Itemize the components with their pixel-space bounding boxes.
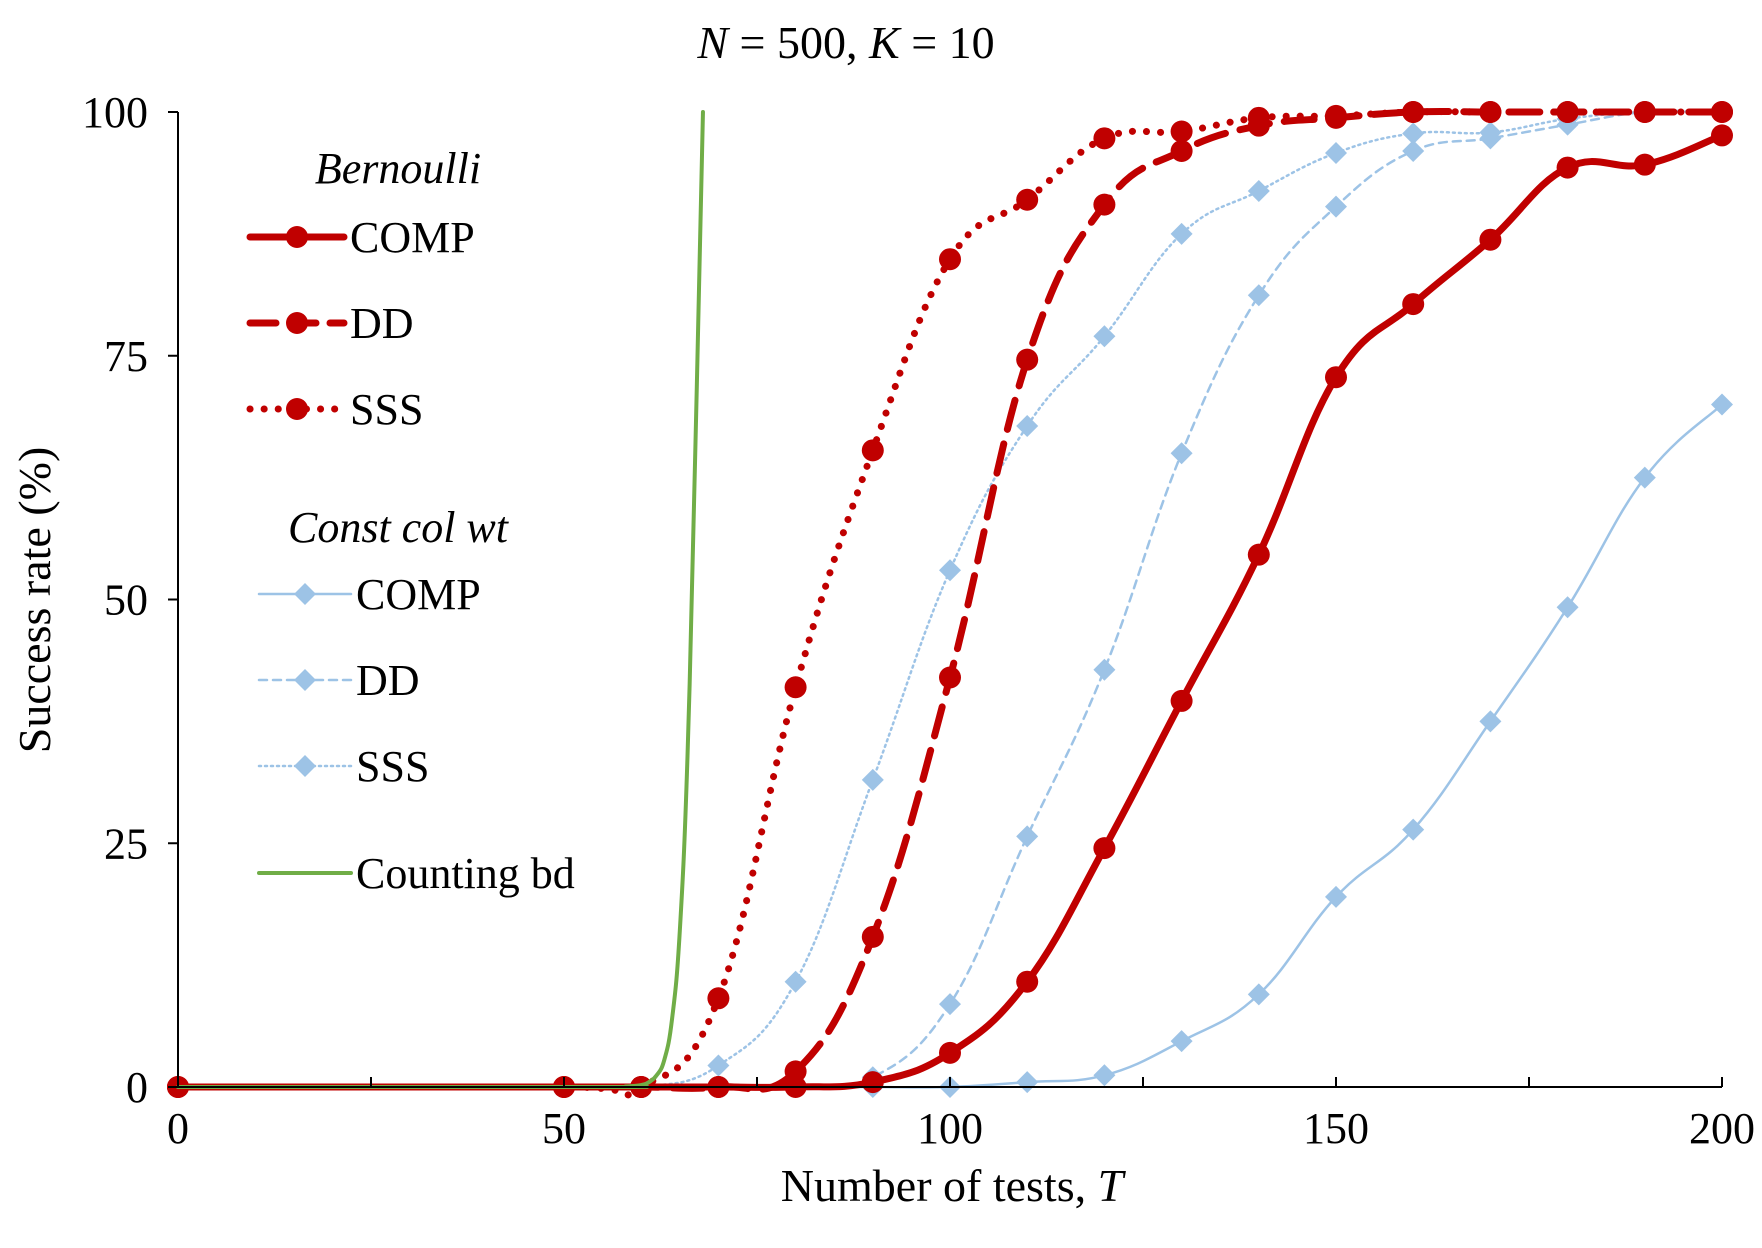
data-point-bernoulli-sss xyxy=(1325,104,1347,127)
data-point-bernoulli-sss xyxy=(1556,101,1579,123)
data-point-const-sss xyxy=(784,970,807,993)
data-point-bernoulli-dd xyxy=(784,1060,807,1083)
data-point-bernoulli-sss xyxy=(707,987,730,1010)
data-point-const-comp xyxy=(1093,1064,1116,1087)
data-point-const-sss xyxy=(1247,179,1270,202)
data-point-bernoulli-sss xyxy=(1711,101,1733,123)
data-point-bernoulli-sss xyxy=(1170,120,1193,143)
data-point-bernoulli-sss xyxy=(1247,106,1270,129)
data-point-bernoulli-comp xyxy=(1093,837,1116,860)
data-point-bernoulli-sss xyxy=(1402,101,1425,123)
data-point-const-comp xyxy=(1402,818,1425,841)
x-tick-label: 50 xyxy=(542,1104,586,1153)
data-point-const-comp xyxy=(1170,1030,1193,1053)
legend-swatch-marker xyxy=(286,312,308,334)
y-tick-label: 0 xyxy=(126,1063,148,1112)
data-point-const-comp xyxy=(1633,466,1656,489)
legend-label: DD xyxy=(350,299,414,348)
y-tick-label: 50 xyxy=(104,576,148,625)
data-point-bernoulli-comp xyxy=(1633,153,1656,176)
data-point-bernoulli-comp xyxy=(1325,366,1347,389)
data-point-const-sss xyxy=(1016,414,1039,437)
data-point-const-comp xyxy=(1016,1071,1039,1094)
legend-label: COMP xyxy=(356,570,481,619)
data-point-bernoulli-sss xyxy=(1016,188,1039,211)
data-point-bernoulli-dd xyxy=(1016,348,1039,371)
data-point-bernoulli-comp xyxy=(1402,293,1425,316)
data-point-bernoulli-comp xyxy=(1247,543,1270,566)
legend-swatch-marker xyxy=(286,226,308,248)
data-point-const-dd xyxy=(1402,140,1425,162)
x-axis-ticks: 0 50 100 150 200 xyxy=(167,1077,1755,1153)
data-point-bernoulli-comp xyxy=(1016,970,1039,993)
legend-label: COMP xyxy=(350,213,475,262)
x-axis-label: Number of tests, T xyxy=(781,1160,1127,1211)
legend-label: SSS xyxy=(350,385,423,434)
data-point-bernoulli-sss xyxy=(1633,101,1656,123)
x-tick-label: 150 xyxy=(1303,1104,1369,1153)
data-point-const-sss xyxy=(939,559,961,582)
legend-group-title: Bernoulli xyxy=(315,144,481,193)
data-point-const-comp xyxy=(1247,983,1270,1006)
data-point-bernoulli-sss xyxy=(1479,101,1502,123)
x-tick-label: 200 xyxy=(1689,1104,1755,1153)
data-point-const-dd xyxy=(1170,442,1193,465)
data-point-const-dd xyxy=(1016,825,1039,848)
data-point-const-comp xyxy=(1479,710,1502,733)
data-point-bernoulli-comp xyxy=(1170,689,1193,712)
data-point-const-dd xyxy=(1247,284,1270,307)
y-axis-label: Success rate (%) xyxy=(9,447,60,754)
y-tick-label: 75 xyxy=(104,332,148,381)
data-point-const-sss xyxy=(1325,141,1347,164)
data-point-const-comp xyxy=(1711,393,1733,416)
data-point-const-sss xyxy=(1093,325,1116,348)
legend: Bernoulli COMP DD SSS Const col wt COMP DD SSS C… xyxy=(246,144,575,898)
data-point-bernoulli-comp xyxy=(939,1041,961,1064)
legend-swatch-marker xyxy=(294,755,316,777)
legend-swatch-marker xyxy=(286,398,308,420)
data-point-bernoulli-dd xyxy=(861,925,884,948)
y-tick-label: 100 xyxy=(82,88,148,137)
chart-title: N = 500, K = 10 xyxy=(696,17,994,68)
y-tick-label: 25 xyxy=(104,819,148,868)
data-point-const-dd xyxy=(939,993,961,1016)
data-point-bernoulli-dd xyxy=(1093,193,1116,216)
data-point-const-dd xyxy=(1325,195,1347,218)
series-line-const-sss xyxy=(176,110,1724,1091)
data-point-const-sss xyxy=(861,768,884,791)
data-point-bernoulli-comp xyxy=(861,1071,884,1094)
data-point-bernoulli-sss xyxy=(861,439,884,462)
data-point-const-sss xyxy=(707,1054,730,1077)
legend-label: DD xyxy=(356,656,420,705)
data-point-const-sss xyxy=(1170,222,1193,245)
data-point-bernoulli-comp xyxy=(1479,228,1502,251)
data-point-bernoulli-dd xyxy=(939,666,961,689)
data-point-bernoulli-sss xyxy=(1093,127,1116,150)
data-point-bernoulli-comp xyxy=(1556,156,1579,179)
legend-swatch-marker xyxy=(294,583,316,605)
legend-label: SSS xyxy=(356,742,429,791)
data-point-bernoulli-comp xyxy=(1711,124,1733,147)
data-point-const-comp xyxy=(1325,885,1347,908)
legend-label: Counting bd xyxy=(356,849,575,898)
data-point-const-dd xyxy=(1093,658,1116,681)
data-point-bernoulli-sss xyxy=(939,248,961,271)
x-tick-label: 100 xyxy=(917,1104,983,1153)
data-point-const-sss xyxy=(1402,122,1425,145)
data-point-const-sss xyxy=(1479,121,1502,144)
y-axis-ticks: 0 25 50 75 100 xyxy=(82,88,178,1112)
data-point-bernoulli-sss xyxy=(784,676,807,699)
legend-group-title: Const col wt xyxy=(288,503,510,552)
data-point-bernoulli-dd xyxy=(1170,140,1193,162)
x-tick-label: 0 xyxy=(167,1104,189,1153)
data-point-const-comp xyxy=(1556,596,1579,619)
legend-swatch-marker xyxy=(294,669,316,691)
